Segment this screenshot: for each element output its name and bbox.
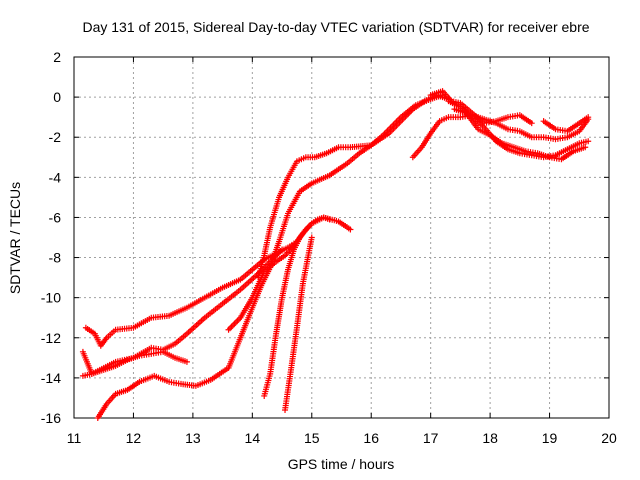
y-tick-label: -8 (49, 250, 62, 266)
x-tick-label: 13 (185, 430, 201, 446)
axis-ticks (73, 56, 610, 419)
data-point (585, 114, 592, 121)
x-tick-label: 17 (423, 430, 439, 446)
data-point (308, 234, 315, 241)
x-tick-labels: 11 12 13 14 15 16 17 18 19 20 (67, 430, 617, 446)
y-tick-label: -4 (49, 169, 62, 185)
x-tick-label: 18 (482, 430, 498, 446)
y-tick-label: -14 (41, 370, 61, 386)
x-tick-label: 16 (363, 430, 379, 446)
y-tick-label: -10 (41, 290, 61, 306)
series-track-6 (261, 214, 333, 399)
x-tick-label: 12 (126, 430, 142, 446)
series-layer (79, 88, 592, 421)
y-tick-label: -2 (49, 129, 62, 145)
y-tick-label: -6 (49, 209, 62, 225)
x-tick-label: 19 (542, 430, 558, 446)
y-tick-label: -12 (41, 330, 61, 346)
series-track-12 (451, 106, 589, 163)
x-tick-label: 14 (245, 430, 261, 446)
data-point (528, 120, 535, 127)
data-point (279, 246, 286, 253)
y-tick-label: 0 (53, 89, 61, 105)
x-tick-label: 20 (601, 430, 617, 446)
x-tick-label: 15 (304, 430, 320, 446)
y-tick-label: 2 (53, 49, 61, 65)
series-track-13 (540, 114, 592, 135)
series-track-8 (255, 92, 446, 281)
y-axis-label: SDTVAR / TECUs (7, 182, 23, 294)
data-point (183, 358, 190, 365)
x-axis-label: GPS time / hours (288, 456, 395, 472)
data-point (326, 216, 333, 223)
series-track-7 (282, 234, 315, 413)
chart-title: Day 131 of 2015, Sidereal Day-to-day VTE… (82, 19, 589, 35)
plot-border (73, 56, 610, 419)
y-tick-labels: -16 -14 -12 -10 -8 -6 -4 -2 0 2 (41, 49, 61, 426)
grid-lines (74, 57, 609, 418)
series-track-4 (79, 348, 190, 377)
data-point (582, 144, 589, 151)
series-track-11 (445, 98, 592, 161)
y-tick-label: -16 (41, 410, 61, 426)
data-point (347, 226, 354, 233)
x-tick-label: 11 (67, 430, 82, 446)
data-point (585, 138, 592, 145)
